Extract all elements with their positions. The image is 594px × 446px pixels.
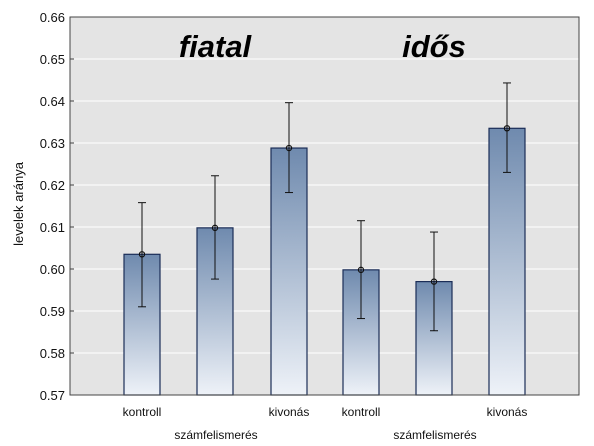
mean-point <box>430 278 438 285</box>
y-tick-label: 0.63 <box>40 136 65 151</box>
mean-point <box>211 224 219 232</box>
y-tick-label: 0.57 <box>40 388 65 403</box>
y-axis-title: levelek aránya <box>11 161 26 246</box>
error-bars <box>138 82 511 332</box>
mean-point <box>285 144 293 152</box>
plot-frame <box>69 16 580 396</box>
group-titles: fiatal idős <box>179 29 466 64</box>
y-tick-label: 0.62 <box>40 178 65 193</box>
mean-point <box>503 125 511 132</box>
y-tick-label: 0.64 <box>40 94 65 109</box>
y-tick-label: 0.60 <box>40 262 65 277</box>
x-axis-labels: kontroll számfelismerés kivonás kontroll szá… <box>123 405 528 442</box>
x-tick-label: kivonás <box>269 405 310 419</box>
y-tick-label: 0.59 <box>40 304 65 319</box>
y-tick-label: 0.65 <box>40 52 65 67</box>
x-tick-label: számfelismerés <box>174 428 257 442</box>
y-axis-ticks: 0.57 0.58 0.59 0.60 0.61 0.62 0.63 0.64 0.65 0.66 <box>40 10 74 403</box>
bars <box>123 127 526 396</box>
y-tick-label: 0.58 <box>40 346 65 361</box>
x-tick-label: kontroll <box>342 405 381 419</box>
mean-point <box>357 266 365 274</box>
x-tick-label: kontroll <box>123 405 162 419</box>
y-tick-label: 0.66 <box>40 10 65 25</box>
group-title: idős <box>402 29 466 64</box>
x-tick-label: kivonás <box>487 405 528 419</box>
y-tick-label: 0.61 <box>40 220 65 235</box>
x-tick-label: számfelismerés <box>393 428 476 442</box>
mean-point <box>138 251 146 258</box>
group-title: fiatal <box>179 29 253 64</box>
